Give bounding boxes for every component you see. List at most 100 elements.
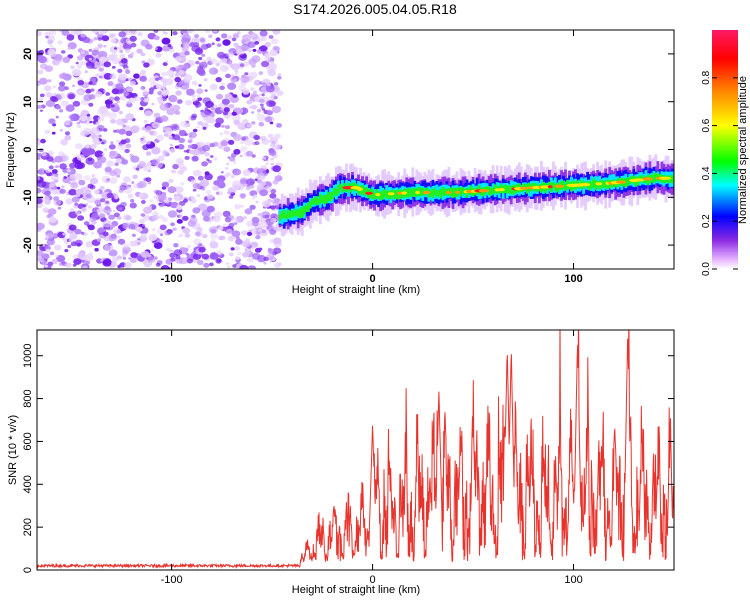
noise-cell [209,232,219,240]
noise-cell [209,106,216,112]
noise-cell [168,178,174,184]
y-tick-label: -20 [22,237,34,253]
noise-cell [68,238,75,243]
noise-cell [114,96,120,101]
signal-cell [562,180,565,190]
signal-peak-cell [580,183,591,187]
noise-cell [252,48,257,52]
noise-cell [72,254,79,260]
noise-cell [250,63,256,68]
noise-cell [75,211,81,215]
noise-cell [153,242,163,250]
noise-cell [153,35,160,41]
noise-cell [135,226,143,233]
noise-cell [262,31,268,35]
noise-cell [215,37,221,42]
signal-cell [564,183,567,191]
noise-cell [222,111,229,116]
noise-cell [272,237,282,245]
x-tick-label: 0 [370,273,376,285]
noise-cell [48,216,57,223]
noise-cell [189,217,198,224]
noise-cell [225,262,229,265]
noise-cell [47,39,54,45]
noise-cell [190,179,197,185]
noise-cell [205,43,212,48]
noise-cell [68,114,75,120]
noise-cell [170,257,176,262]
noise-cell [206,158,210,161]
noise-cell [85,88,92,94]
noise-cell [138,160,146,167]
snr-frame [36,329,675,571]
noise-cell [44,85,52,92]
noise-cell [196,194,201,198]
noise-cell [256,114,266,122]
noise-cell [41,152,47,157]
noise-cell [246,220,255,228]
noise-cell [168,94,178,103]
noise-cell [77,215,85,221]
noise-cell [84,144,90,149]
noise-cell [91,49,100,56]
signal-cell [493,184,497,193]
signal-cell [421,188,425,196]
noise-cell [97,37,103,41]
noise-cell [48,165,54,170]
noise-cell [258,121,265,127]
signal-cell [640,175,644,182]
noise-cell [55,115,59,119]
noise-cell [277,171,282,175]
noise-cell [96,208,104,214]
noise-cell [132,183,138,189]
noise-cell [118,73,128,81]
noise-cell [232,114,241,122]
signal-cell [443,188,447,196]
noise-cell [68,224,77,231]
noise-cell [57,206,62,210]
noise-cell [146,161,152,166]
noise-cell [227,52,234,58]
noise-cell [54,54,63,61]
noise-cell [233,42,239,48]
noise-cell [58,85,66,92]
noise-cell [192,128,198,133]
noise-cell [44,31,51,37]
noise-cell [206,194,214,200]
noise-cell [148,90,154,95]
noise-cell [241,230,248,236]
noise-cell [174,84,181,90]
noise-cell [155,161,164,168]
noise-cell [259,176,265,181]
noise-cell [270,157,274,161]
noise-cell [75,61,79,65]
noise-cell [171,133,175,137]
noise-cell [251,197,255,200]
noise-cell [51,169,58,174]
signal-cell [318,193,322,204]
signal-peak-cell [397,191,403,195]
noise-cell [37,180,47,188]
noise-cell [82,36,91,44]
noise-cell [204,89,208,92]
noise-cell [240,75,250,83]
noise-cell [119,50,123,53]
noise-cell [221,33,228,39]
noise-cell [264,41,272,48]
noise-cell [118,128,126,135]
noise-cell [212,215,221,223]
noise-cell [227,82,237,90]
noise-cell [38,97,44,102]
noise-cell [246,231,253,236]
noise-cell [219,85,225,91]
signal-cell [441,187,445,196]
noise-cell [99,75,103,79]
colorbar-tick-label: 0.2 [701,214,712,228]
noise-cell [231,230,241,238]
noise-cell [107,81,114,87]
noise-cell [165,60,169,63]
noise-cell [48,183,55,188]
noise-cell [217,51,226,59]
noise-cell [198,70,206,77]
